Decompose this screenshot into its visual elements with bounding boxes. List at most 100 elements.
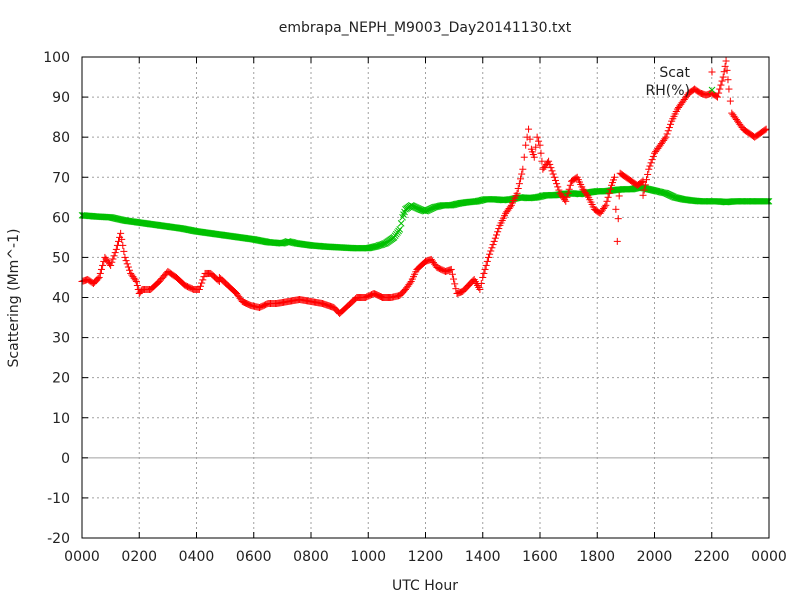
scat-point (645, 165, 653, 173)
legend-marker-scat (708, 68, 716, 76)
scat-point (487, 247, 495, 255)
scat-point (96, 269, 104, 277)
scat-point (715, 89, 723, 97)
scat-point (490, 237, 498, 245)
x-tick-label: 1200 (408, 549, 444, 565)
scat-point (718, 77, 726, 85)
scat-point (661, 135, 669, 143)
x-tick-label: 0600 (236, 549, 272, 565)
x-tick-label: 0400 (179, 549, 215, 565)
scat-point (117, 229, 125, 237)
rh-point (375, 242, 383, 249)
x-tick-label: 1400 (465, 549, 501, 565)
scat-point (118, 235, 126, 243)
plot-border (81, 56, 770, 539)
x-tick-label: 0800 (293, 549, 329, 565)
scat-point (195, 285, 203, 293)
scat-point (538, 157, 546, 165)
scat-point (612, 205, 620, 213)
scat-point (667, 120, 675, 128)
scat-point (133, 281, 141, 289)
scat-point (640, 186, 648, 194)
scat-point (94, 275, 102, 283)
scat-point (112, 245, 120, 253)
y-tick-label: 90 (52, 90, 70, 106)
tick-label-layer: -20 -10 0 10 20 30 40 50 60 70 80 90 100 0000 0200 0400… (43, 50, 787, 565)
scat-point (121, 253, 129, 261)
scat-point (120, 247, 128, 255)
legend-sample-rh (708, 86, 716, 94)
scat-point (614, 215, 622, 223)
x-tick-label: 0000 (751, 549, 787, 565)
scat-point (664, 127, 672, 135)
scat-point (564, 189, 572, 197)
scat-point (719, 73, 727, 81)
y-tick-label: 70 (52, 170, 70, 186)
scat-point (526, 135, 534, 143)
y-tick-label: -20 (47, 531, 70, 547)
scat-point (562, 197, 570, 205)
rh-point (764, 197, 772, 205)
tick-layer (81, 56, 770, 539)
scat-point (639, 191, 647, 199)
rh-point (762, 197, 770, 205)
scat-point (95, 273, 103, 281)
scat-point (406, 279, 414, 287)
rh-point (374, 242, 382, 250)
y-tick-label: -10 (47, 491, 70, 507)
scat-point (495, 225, 503, 233)
scat-point (107, 261, 115, 269)
scat-point (550, 173, 558, 181)
scat-point (663, 130, 671, 138)
scat-point (717, 81, 725, 89)
y-tick-label: 60 (52, 210, 70, 226)
scat-point (110, 252, 118, 260)
scat-point (725, 85, 733, 93)
scat-point (721, 62, 729, 70)
scat-point (519, 165, 527, 173)
scat-point (555, 186, 563, 194)
scat-point (547, 164, 555, 172)
scat-point (563, 193, 571, 201)
scat-point (132, 277, 140, 285)
scat-point (615, 192, 623, 200)
scat-point (483, 257, 491, 265)
scat-point (642, 176, 650, 184)
scat-point (492, 231, 500, 239)
y-tick-label: 100 (43, 50, 70, 66)
scat-point (123, 260, 131, 268)
scat-point (549, 170, 557, 178)
chart-title: embrapa_NEPH_M9003_Day20141130.txt (279, 20, 572, 36)
legend-label-rh: RH(%) (646, 83, 690, 99)
scat-point (535, 137, 543, 145)
scat-point (199, 276, 207, 284)
rh-point (373, 242, 381, 250)
x-tick-label: 2200 (694, 549, 730, 565)
legend-marker-rh (708, 86, 716, 94)
scat-point (720, 68, 728, 76)
scat-point (479, 273, 487, 281)
y-tick-label: 10 (52, 411, 70, 427)
scat-point (124, 263, 132, 271)
scat-point (610, 173, 618, 181)
legend-label-scat: Scat (659, 65, 690, 81)
y-tick-label: 0 (61, 451, 70, 467)
scat-point (639, 177, 647, 185)
scat-point (108, 258, 116, 266)
scat-point (536, 141, 544, 149)
rh-point (378, 241, 386, 248)
scat-point (476, 285, 484, 293)
scat-point (99, 261, 107, 269)
scat-point (122, 257, 130, 265)
legend: Scat RH(%) (646, 65, 716, 99)
scat-point (605, 189, 613, 197)
legend-sample-scat (708, 68, 716, 76)
x-axis-label: UTC Hour (392, 578, 458, 594)
scat-point (448, 270, 456, 278)
scat-point (515, 180, 523, 188)
scat-point (520, 153, 528, 161)
y-tick-label: 50 (52, 250, 70, 266)
